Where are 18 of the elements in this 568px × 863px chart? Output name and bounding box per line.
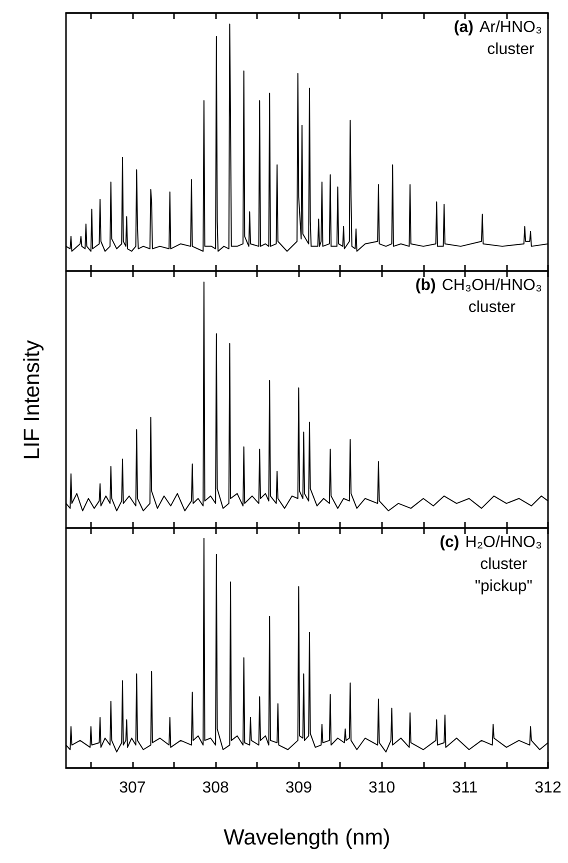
annotation: cluster: [479, 555, 528, 575]
annotation: (a): [454, 18, 474, 38]
annotation: (b): [415, 276, 436, 296]
x-tick-label: 311: [452, 780, 478, 796]
x-tick-label: 310: [368, 780, 396, 796]
annotation: cluster: [486, 40, 536, 60]
annotation: CH₃OH/HNO₃: [442, 276, 542, 296]
x-tick-label: 309: [285, 780, 312, 796]
annotation: (c): [440, 533, 460, 553]
annotation: cluster: [467, 298, 516, 318]
annotation: H₂O/HNO₃: [465, 533, 542, 553]
annotation: Ar/HNO₃: [479, 18, 542, 38]
y-axis-title: LIF Intensity: [19, 340, 45, 460]
x-tick-label: 307: [119, 780, 146, 796]
x-axis-title: Wavelength (nm): [224, 824, 390, 850]
x-tick-label: 308: [202, 780, 230, 796]
annotation: "pickup": [474, 577, 534, 597]
x-tick-label: 312: [534, 780, 562, 796]
